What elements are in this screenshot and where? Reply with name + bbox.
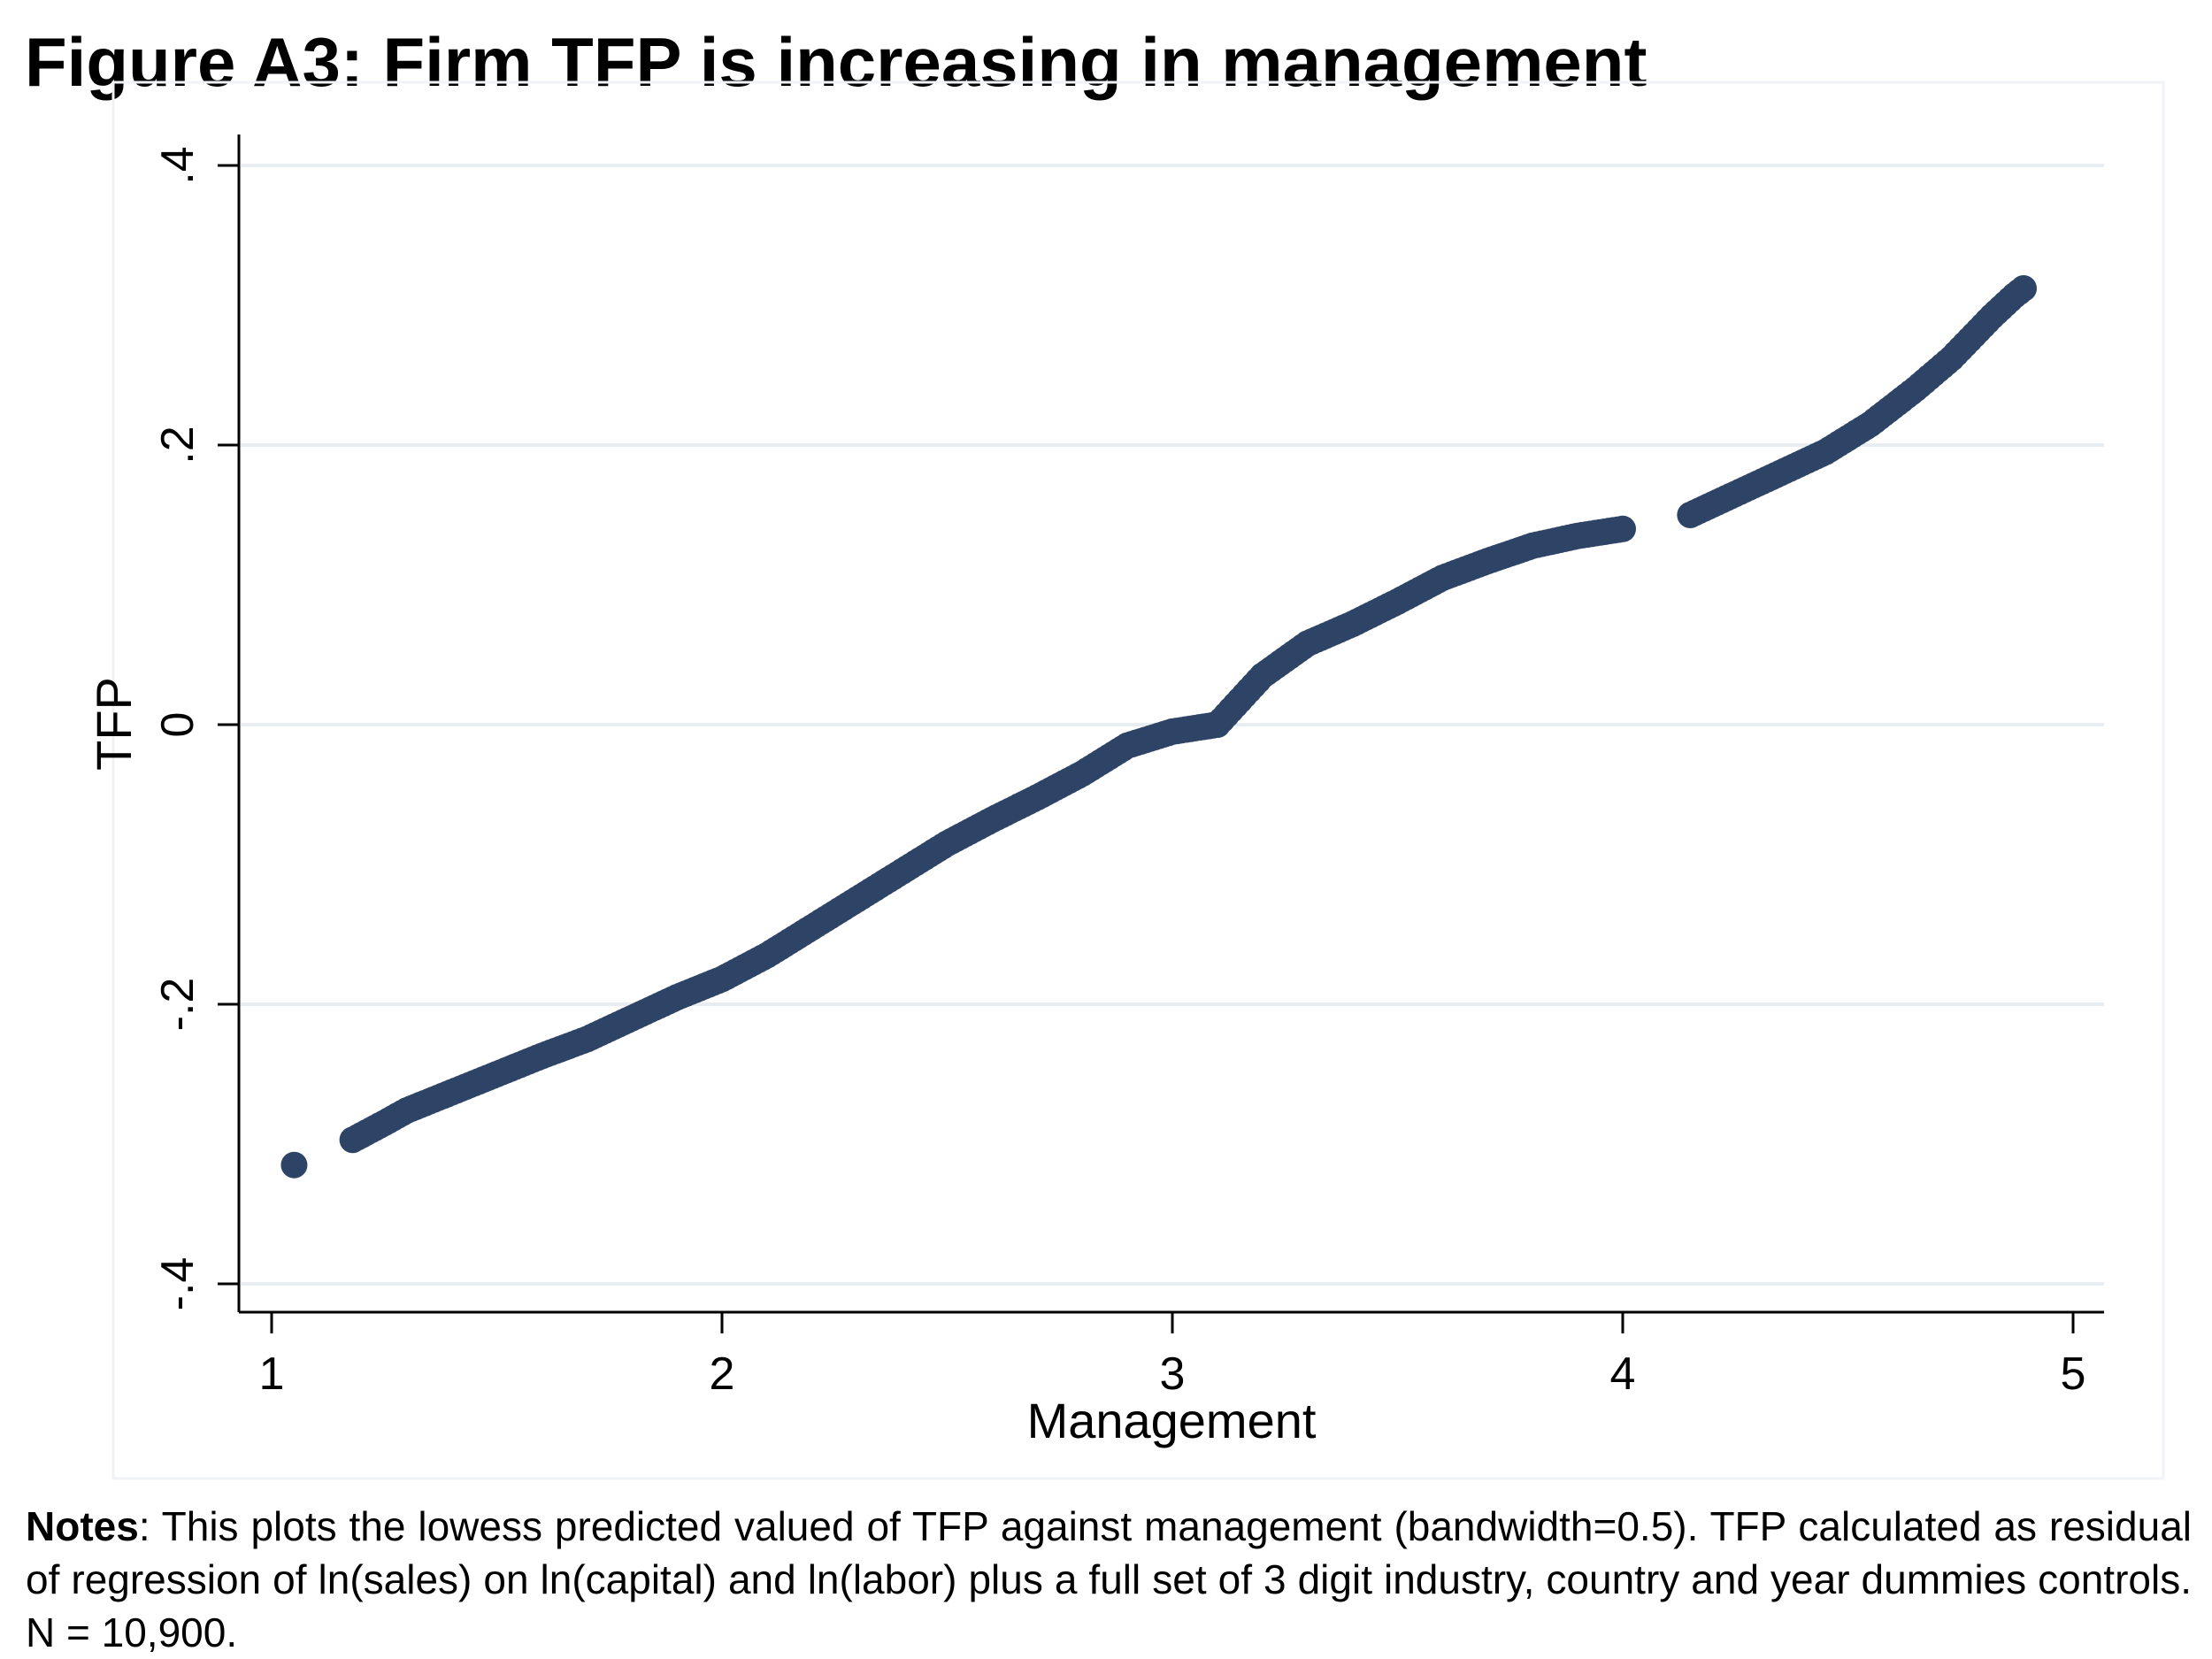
y-axis-label: TFP (86, 677, 142, 771)
data-points (280, 275, 2038, 1179)
x-tick-label: 2 (710, 1348, 735, 1400)
data-point (2010, 275, 2038, 303)
y-tick-label: -.2 (152, 978, 204, 1032)
y-ticks: -.4 -.2 0 .2 .4 (152, 146, 239, 1310)
x-tick-label: 4 (1610, 1348, 1636, 1400)
figure-notes: Notes: This plots the lowess predicted v… (26, 1500, 2192, 1659)
x-axis-label: Management (1027, 1393, 1317, 1448)
x-ticks: 1 2 3 4 5 (259, 1312, 2086, 1400)
notes-label: Notes (26, 1503, 139, 1549)
y-tick-label: .4 (152, 146, 204, 184)
y-tick-label: -.4 (152, 1257, 204, 1311)
x-tick-label: 3 (1160, 1348, 1186, 1400)
y-tick-label: 0 (152, 712, 204, 738)
data-point (1609, 515, 1636, 542)
x-tick-label: 5 (2061, 1348, 2086, 1400)
x-tick-label: 1 (259, 1348, 285, 1400)
y-tick-label: .2 (152, 426, 204, 464)
data-point (280, 1151, 308, 1179)
notes-text: : This plots the lowess predicted valued… (26, 1503, 2192, 1655)
figure-title: Figure A3: Firm TFP is increasing in man… (25, 23, 1647, 101)
graph-region (111, 81, 2165, 1480)
plot-background (111, 81, 2165, 1480)
